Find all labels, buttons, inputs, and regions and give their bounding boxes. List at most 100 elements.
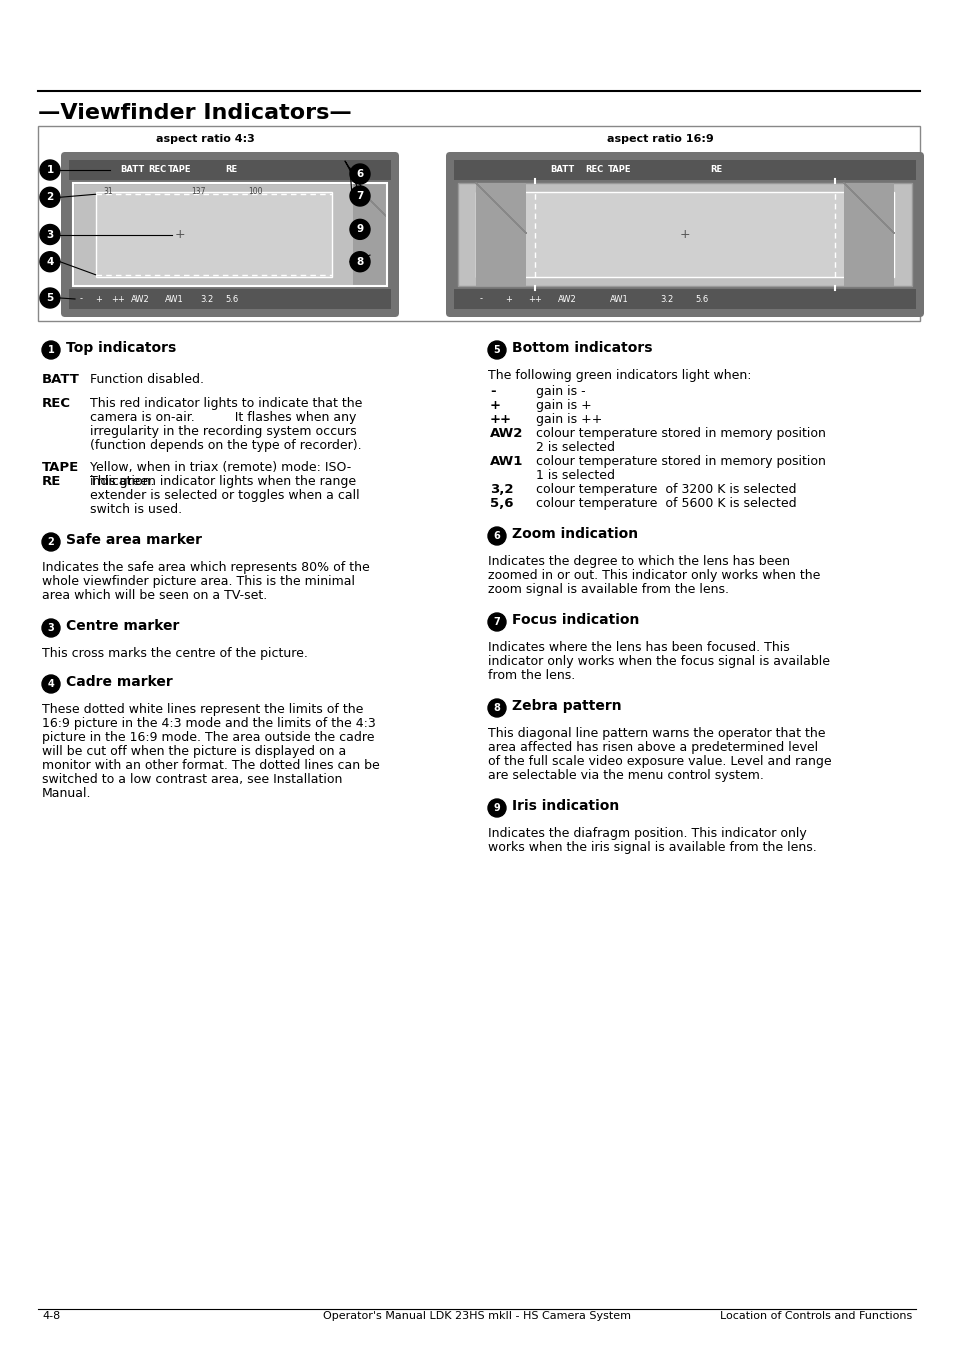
Text: 16:9 picture in the 4:3 mode and the limits of the 4:3: 16:9 picture in the 4:3 mode and the lim… bbox=[42, 717, 375, 730]
Text: +: + bbox=[490, 399, 500, 412]
Text: gain is ++: gain is ++ bbox=[536, 413, 601, 426]
Text: Yellow, when in triax (remote) mode: ISO-: Yellow, when in triax (remote) mode: ISO… bbox=[90, 461, 351, 474]
Text: from the lens.: from the lens. bbox=[488, 669, 575, 682]
Text: AW2: AW2 bbox=[490, 427, 523, 440]
Circle shape bbox=[40, 188, 60, 207]
Text: +: + bbox=[95, 295, 102, 304]
Text: 2: 2 bbox=[47, 192, 53, 203]
Text: -: - bbox=[80, 295, 83, 304]
Circle shape bbox=[350, 219, 370, 239]
Text: camera is on-air.          It flashes when any: camera is on-air. It flashes when any bbox=[90, 411, 356, 424]
Text: switched to a low contrast area, see Installation: switched to a low contrast area, see Ins… bbox=[42, 773, 342, 786]
Text: RE: RE bbox=[225, 166, 237, 174]
Text: 1: 1 bbox=[48, 345, 54, 355]
Text: Zebra pattern: Zebra pattern bbox=[512, 698, 621, 713]
Text: Indicates where the lens has been focused. This: Indicates where the lens has been focuse… bbox=[488, 640, 789, 654]
Circle shape bbox=[42, 340, 60, 359]
Text: 6: 6 bbox=[493, 531, 500, 540]
Text: Operator's Manual LDK 23HS mkII - HS Camera System: Operator's Manual LDK 23HS mkII - HS Cam… bbox=[323, 1310, 630, 1321]
Bar bbox=[454, 289, 915, 309]
Bar bbox=[843, 182, 893, 286]
Bar bbox=[454, 159, 915, 180]
Text: ++: ++ bbox=[111, 295, 125, 304]
Text: 4-8: 4-8 bbox=[42, 1310, 60, 1321]
Text: 8: 8 bbox=[493, 703, 500, 713]
Text: 8: 8 bbox=[356, 257, 363, 266]
Text: Indicates the degree to which the lens has been: Indicates the degree to which the lens h… bbox=[488, 555, 789, 567]
Text: 2: 2 bbox=[48, 536, 54, 547]
Circle shape bbox=[42, 534, 60, 551]
Circle shape bbox=[488, 798, 505, 817]
Circle shape bbox=[350, 251, 370, 272]
Bar bbox=[476, 182, 525, 286]
Text: 4: 4 bbox=[48, 680, 54, 689]
Text: -: - bbox=[479, 295, 482, 304]
Circle shape bbox=[40, 159, 60, 180]
Text: BATT: BATT bbox=[42, 373, 80, 386]
Circle shape bbox=[42, 619, 60, 638]
Bar bbox=[476, 192, 893, 277]
Text: +: + bbox=[504, 295, 512, 304]
Text: RE: RE bbox=[42, 476, 61, 488]
Text: 1: 1 bbox=[47, 165, 53, 176]
Text: monitor with an other format. The dotted lines can be: monitor with an other format. The dotted… bbox=[42, 759, 379, 771]
Text: AW2: AW2 bbox=[131, 295, 150, 304]
Text: REC: REC bbox=[148, 166, 166, 174]
Text: +: + bbox=[679, 228, 690, 240]
Text: Location of Controls and Functions: Location of Controls and Functions bbox=[719, 1310, 911, 1321]
Circle shape bbox=[40, 224, 60, 245]
Circle shape bbox=[488, 527, 505, 544]
Text: picture in the 16:9 mode. The area outside the cadre: picture in the 16:9 mode. The area outsi… bbox=[42, 731, 375, 744]
Text: are selectable via the menu control system.: are selectable via the menu control syst… bbox=[488, 769, 763, 782]
Circle shape bbox=[40, 288, 60, 308]
Text: Indicates the safe area which represents 80% of the: Indicates the safe area which represents… bbox=[42, 561, 370, 574]
Text: Iris indication: Iris indication bbox=[512, 798, 618, 813]
Bar bbox=[73, 182, 387, 286]
Text: —Viewfinder Indicators—: —Viewfinder Indicators— bbox=[38, 103, 352, 123]
Text: REC: REC bbox=[42, 397, 71, 409]
Text: REC: REC bbox=[584, 166, 602, 174]
Text: area which will be seen on a TV-set.: area which will be seen on a TV-set. bbox=[42, 589, 267, 603]
Text: 3.2: 3.2 bbox=[200, 295, 213, 304]
Text: BATT: BATT bbox=[120, 166, 144, 174]
Text: 31: 31 bbox=[104, 186, 113, 196]
Text: TAPE: TAPE bbox=[42, 461, 79, 474]
Text: of the full scale video exposure value. Level and range: of the full scale video exposure value. … bbox=[488, 755, 831, 767]
Text: AW1: AW1 bbox=[609, 295, 628, 304]
Text: 7: 7 bbox=[355, 190, 363, 201]
Text: This red indicator lights to indicate that the: This red indicator lights to indicate th… bbox=[90, 397, 362, 409]
Text: 3.2: 3.2 bbox=[659, 295, 673, 304]
Text: colour temperature stored in memory position: colour temperature stored in memory posi… bbox=[536, 455, 825, 467]
Bar bbox=[353, 182, 387, 286]
Text: +: + bbox=[174, 228, 185, 240]
Circle shape bbox=[488, 698, 505, 717]
Text: RE: RE bbox=[709, 166, 721, 174]
Text: (function depends on the type of recorder).: (function depends on the type of recorde… bbox=[90, 439, 361, 453]
Text: zoomed in or out. This indicator only works when the: zoomed in or out. This indicator only wo… bbox=[488, 569, 820, 582]
Text: aspect ratio 4:3: aspect ratio 4:3 bbox=[155, 134, 254, 145]
Text: 5.6: 5.6 bbox=[695, 295, 707, 304]
Text: The following green indicators light when:: The following green indicators light whe… bbox=[488, 369, 751, 382]
Text: 6: 6 bbox=[356, 169, 363, 178]
Text: -: - bbox=[490, 385, 496, 399]
Text: Zoom indication: Zoom indication bbox=[512, 527, 638, 540]
Text: 9: 9 bbox=[493, 802, 500, 813]
Bar bbox=[95, 192, 332, 277]
Text: gain is +: gain is + bbox=[536, 399, 591, 412]
Bar bbox=[69, 289, 391, 309]
Text: switch is used.: switch is used. bbox=[90, 503, 182, 516]
Bar bbox=[69, 159, 391, 180]
Text: works when the iris signal is available from the lens.: works when the iris signal is available … bbox=[488, 842, 816, 854]
FancyBboxPatch shape bbox=[446, 153, 923, 317]
Text: ++: ++ bbox=[527, 295, 541, 304]
Text: 5: 5 bbox=[47, 293, 53, 303]
Text: This diagonal line pattern warns the operator that the: This diagonal line pattern warns the ope… bbox=[488, 727, 824, 740]
Text: TAPE: TAPE bbox=[607, 166, 631, 174]
Text: indication.: indication. bbox=[90, 476, 155, 488]
Text: 5,6: 5,6 bbox=[490, 497, 513, 509]
Text: area affected has risen above a predetermined level: area affected has risen above a predeter… bbox=[488, 740, 818, 754]
Text: zoom signal is available from the lens.: zoom signal is available from the lens. bbox=[488, 584, 728, 596]
Bar bbox=[457, 182, 911, 286]
Text: 1 is selected: 1 is selected bbox=[536, 469, 615, 482]
Text: AW1: AW1 bbox=[490, 455, 523, 467]
